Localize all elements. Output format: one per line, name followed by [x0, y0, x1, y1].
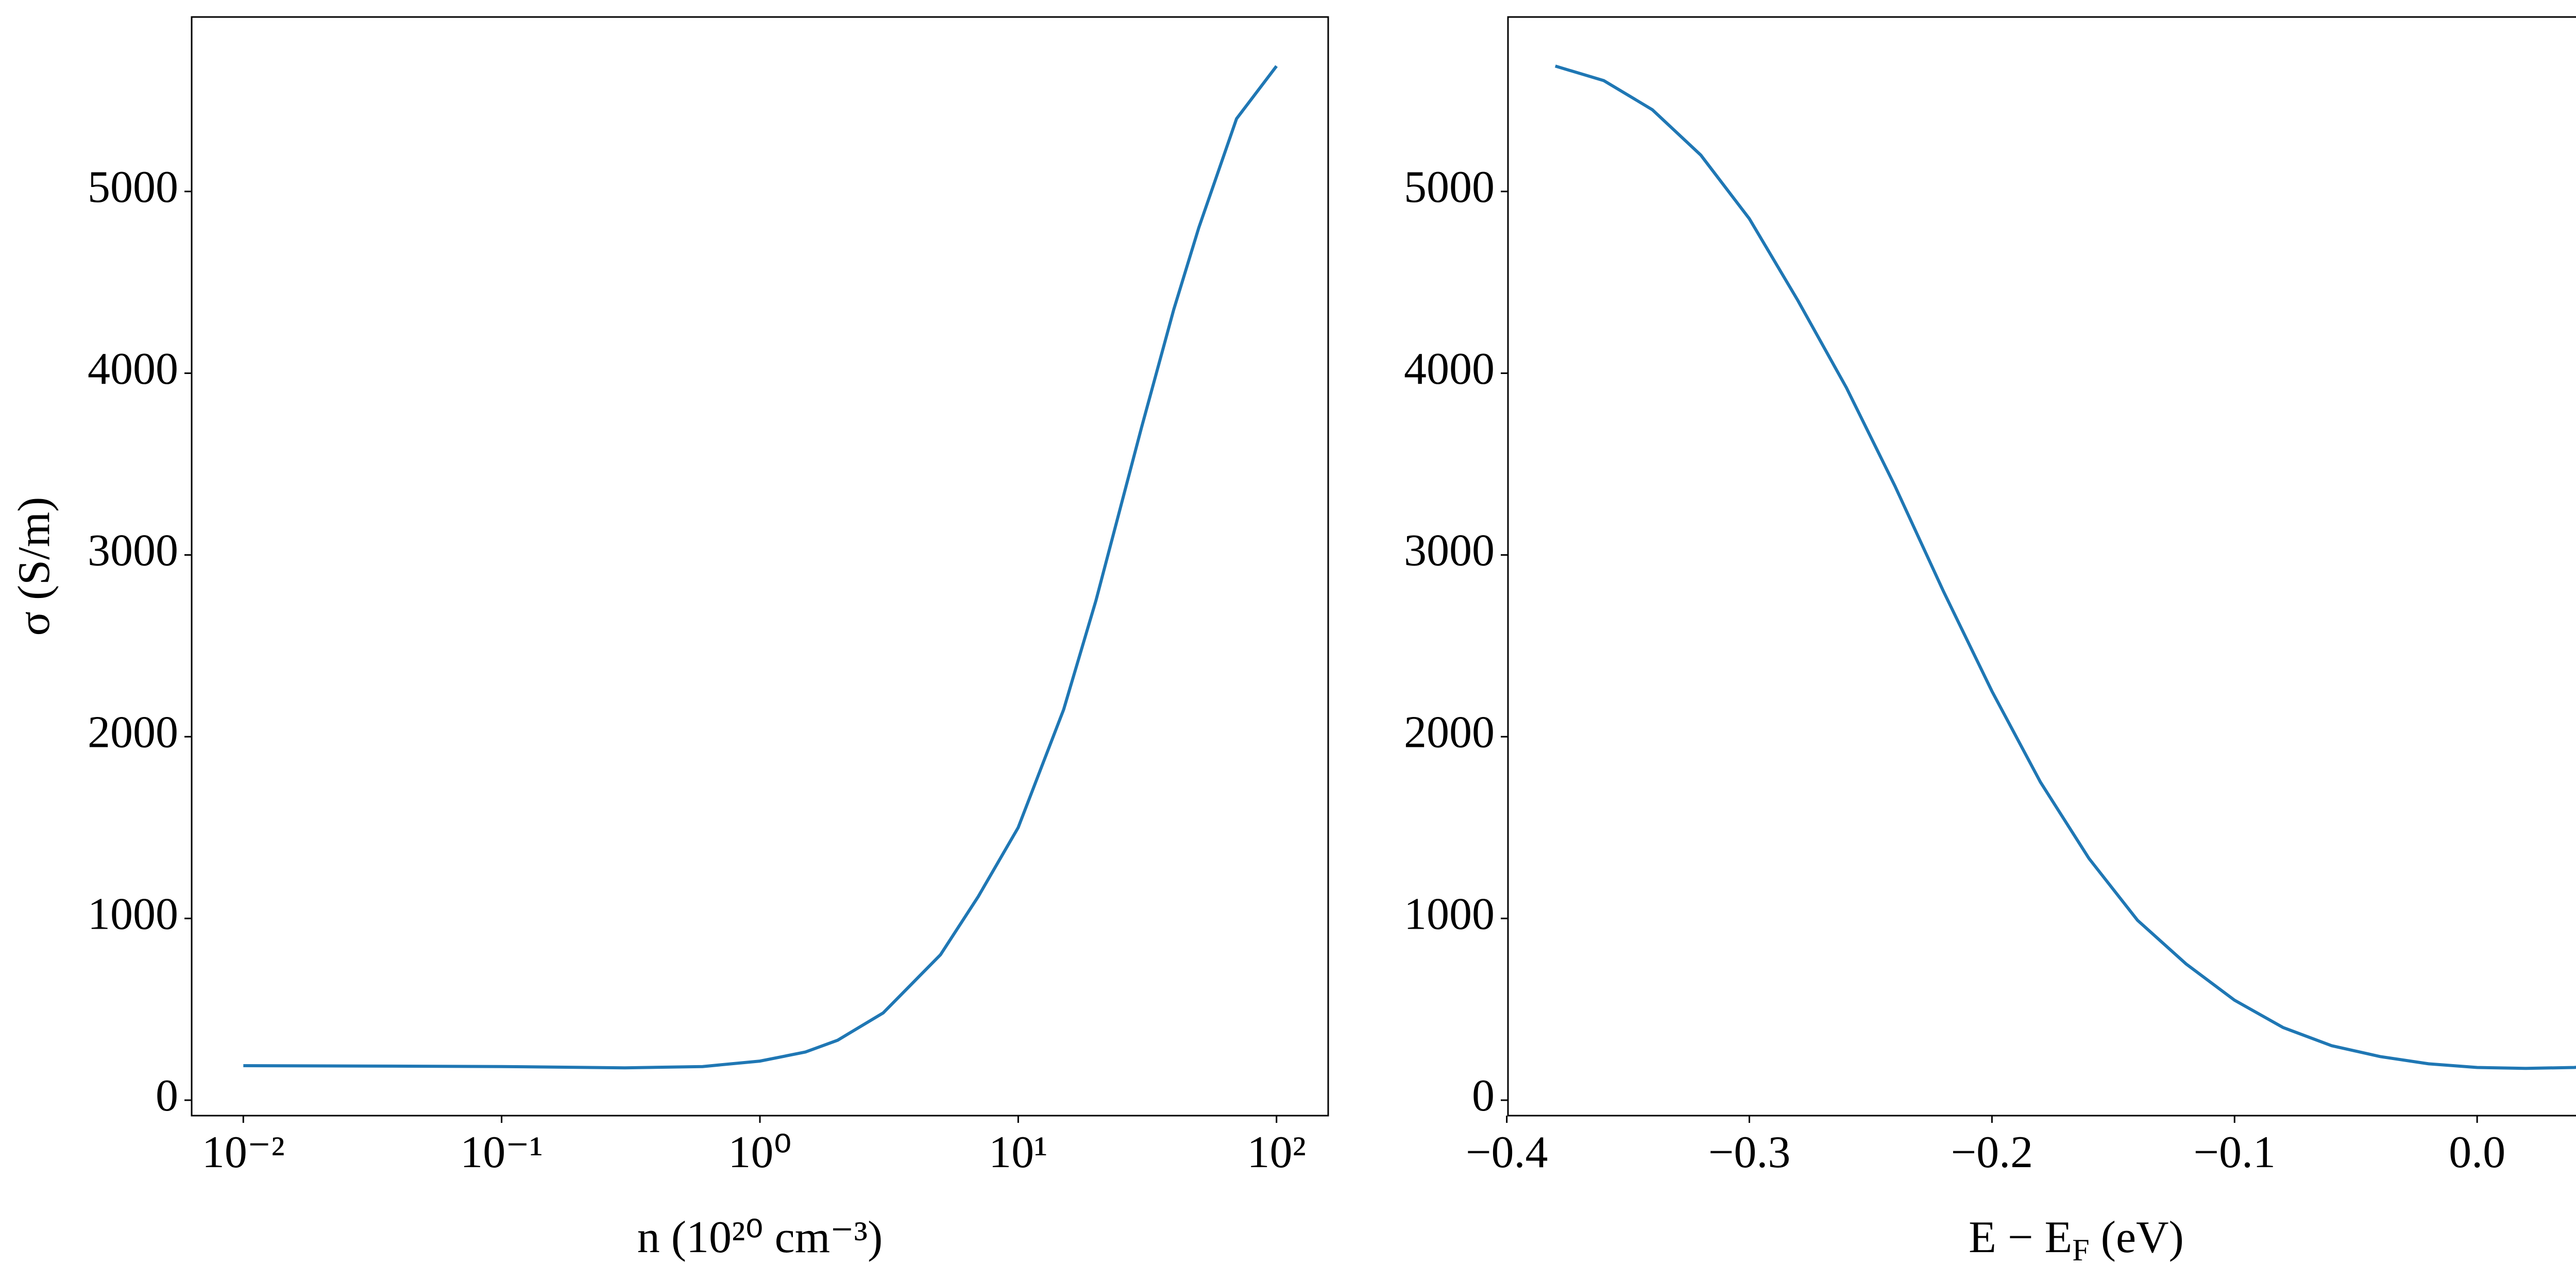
- x-tick-label: 10¹: [989, 1127, 1047, 1177]
- y-tick-label: 0: [156, 1071, 178, 1121]
- x-tick-label: 10²: [1247, 1127, 1306, 1177]
- x-tick-label: −0.4: [1466, 1127, 1548, 1177]
- x-tick-label: 0.0: [2449, 1127, 2505, 1177]
- y-tick-label: 2000: [88, 707, 178, 757]
- y-tick-label: 3000: [1404, 526, 1495, 576]
- axes-frame: [1507, 16, 2576, 1117]
- x-tick-label: 10⁻¹: [460, 1127, 543, 1177]
- x-tick-label: 10⁰: [728, 1127, 791, 1177]
- y-axis-label: σ (S/m): [9, 497, 59, 636]
- x-tick-label: 10⁻²: [202, 1127, 285, 1177]
- x-tick-label: −0.3: [1708, 1127, 1791, 1177]
- y-tick-label: 4000: [88, 344, 178, 394]
- x-axis-label-part: E − E: [1969, 1212, 2072, 1262]
- y-tick-label: 3000: [88, 526, 178, 576]
- y-tick-label: 1000: [1404, 889, 1495, 939]
- x-axis-label: n (10²⁰ cm⁻³): [637, 1212, 883, 1262]
- x-tick-label: −0.1: [2193, 1127, 2276, 1177]
- x-axis-label: E − EF (eV): [1969, 1212, 2184, 1267]
- y-tick-label: 5000: [88, 162, 178, 212]
- x-axis-label-part: (eV): [2090, 1212, 2184, 1262]
- y-tick-label: 0: [1472, 1071, 1495, 1121]
- axes-frame: [191, 16, 1329, 1117]
- x-axis-label-part: n (10²⁰ cm⁻³): [637, 1212, 883, 1262]
- data-line: [1554, 64, 2576, 1070]
- y-tick-label: 4000: [1404, 344, 1495, 394]
- data-line: [243, 65, 1278, 1070]
- y-tick-label: 2000: [1404, 707, 1495, 757]
- y-tick-label: 1000: [88, 889, 178, 939]
- x-axis-label-part: F: [2072, 1233, 2089, 1267]
- y-tick-label: 5000: [1404, 162, 1495, 212]
- x-tick-label: −0.2: [1951, 1127, 2033, 1177]
